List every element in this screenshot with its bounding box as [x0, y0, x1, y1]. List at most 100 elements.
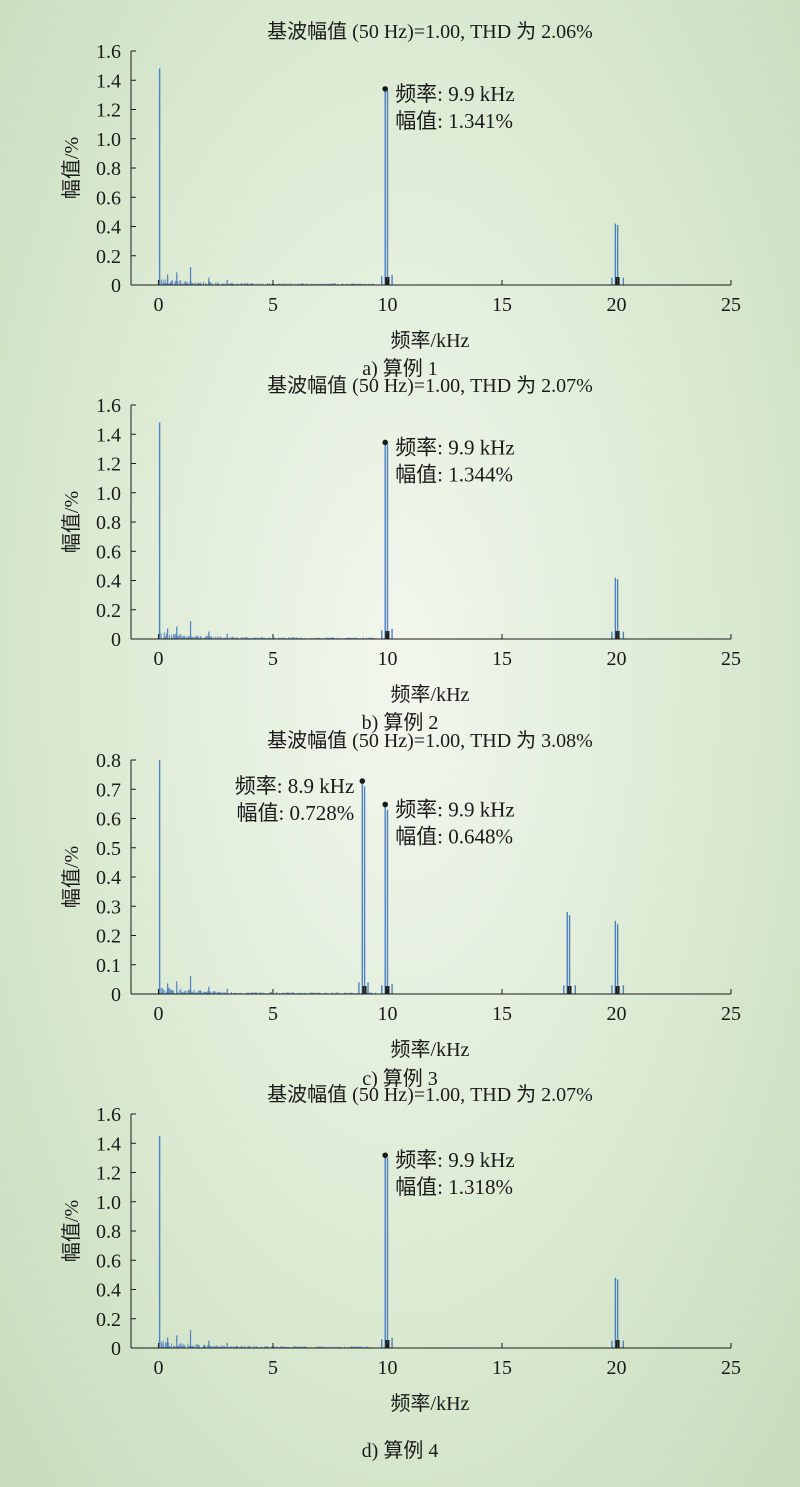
- y-tick-label-c: 0: [111, 984, 121, 1006]
- y-tick-label-d: 0.2: [96, 1309, 121, 1331]
- y-tick-label-b: 1.2: [96, 454, 121, 476]
- y-tick-label-b: 0.6: [96, 541, 121, 563]
- y-tick-label-c: 0.3: [96, 896, 121, 918]
- datatip-marker-d: [382, 1152, 388, 1159]
- x-tick-label-d: 20: [606, 1357, 626, 1379]
- datatip-label-c: 幅值: 0.648%: [395, 824, 513, 848]
- chart-title-a: 基波幅值 (50 Hz)=1.00, THD 为 2.06%: [267, 20, 593, 43]
- x-axis-label-a: 频率/kHz: [391, 329, 470, 352]
- y-tick-label-d: 1.0: [96, 1192, 121, 1214]
- y-tick-label-b: 0: [111, 629, 121, 651]
- x-tick-label-d: 0: [153, 1357, 163, 1379]
- x-tick-label-a: 0: [153, 294, 163, 316]
- chart-title-c: 基波幅值 (50 Hz)=1.00, THD 为 3.08%: [267, 729, 593, 752]
- spectrum-chart-c: 基波幅值 (50 Hz)=1.00, THD 为 3.08% 0 0.1 0.2 0.3…: [60, 729, 741, 1061]
- y-tick-label-d: 1.2: [96, 1163, 121, 1185]
- y-tick-label-c: 0.1: [96, 955, 121, 977]
- y-axis-label-c: 幅值/%: [60, 846, 83, 908]
- datatip-label-b: 幅值: 1.344%: [395, 462, 513, 486]
- spectrum-chart-a: 基波幅值 (50 Hz)=1.00, THD 为 2.06% 0 0.2 0.4 0.6…: [60, 20, 741, 352]
- datatip-label-b: 频率: 9.9 kHz: [395, 435, 515, 459]
- x-tick-label-b: 25: [721, 648, 741, 670]
- x-tick-label-c: 15: [492, 1003, 512, 1025]
- y-tick-label-a: 1.0: [96, 129, 121, 151]
- x-tick-label-c: 20: [606, 1003, 626, 1025]
- y-tick-label-b: 0.2: [96, 600, 121, 622]
- y-tick-label-c: 0.7: [96, 779, 121, 801]
- spectrum-chart-d: 基波幅值 (50 Hz)=1.00, THD 为 2.07% 0 0.2 0.4 0.6…: [60, 1083, 741, 1415]
- y-tick-label-c: 0.5: [96, 838, 121, 860]
- x-tick-label-d: 25: [721, 1357, 741, 1379]
- y-tick-label-a: 0.8: [96, 158, 121, 180]
- caption-b: b) 算例 2: [361, 712, 439, 734]
- y-axis-label-d: 幅值/%: [60, 1200, 83, 1262]
- x-axis-label-b: 频率/kHz: [391, 683, 470, 706]
- spectrum-panel-b: 基波幅值 (50 Hz)=1.00, THD 为 2.07% 0 0.2 0.4 0.6…: [0, 364, 800, 706]
- y-tick-label-c: 0.6: [96, 809, 121, 831]
- datatip-label-a: 频率: 9.9 kHz: [395, 82, 515, 106]
- y-tick-label-a: 1.2: [96, 100, 121, 122]
- y-tick-label-d: 1.4: [96, 1133, 121, 1155]
- y-tick-label-a: 1.6: [96, 41, 121, 63]
- y-tick-label-c: 0.8: [96, 750, 121, 772]
- x-tick-label-b: 20: [606, 648, 626, 670]
- datatip-label-d: 幅值: 1.318%: [395, 1175, 513, 1199]
- caption-d: d) 算例 4: [361, 1440, 439, 1462]
- y-tick-label-d: 0.8: [96, 1221, 121, 1243]
- y-tick-label-a: 1.4: [96, 70, 121, 92]
- x-tick-label-d: 10: [377, 1357, 397, 1379]
- y-tick-label-a: 0.2: [96, 246, 121, 268]
- datatip-marker-a: [382, 86, 388, 92]
- x-tick-label-c: 5: [268, 1003, 278, 1025]
- spectrum-panel-a: 基波幅值 (50 Hz)=1.00, THD 为 2.06% 0 0.2 0.4 0.6…: [0, 10, 800, 352]
- y-tick-label-b: 1.0: [96, 483, 121, 505]
- x-tick-label-a: 5: [268, 294, 278, 316]
- y-axis-label-b: 幅值/%: [60, 491, 83, 553]
- x-tick-label-a: 10: [377, 294, 397, 316]
- datatip-label-c: 幅值: 0.728%: [236, 801, 354, 825]
- datatip-label-c: 频率: 9.9 kHz: [395, 797, 515, 821]
- caption-a: a) 算例 1: [362, 358, 438, 380]
- x-tick-label-a: 15: [492, 294, 512, 316]
- y-tick-label-c: 0.2: [96, 926, 121, 948]
- x-tick-label-d: 15: [492, 1357, 512, 1379]
- x-tick-label-c: 25: [721, 1003, 741, 1025]
- x-tick-label-a: 20: [606, 294, 626, 316]
- y-tick-label-d: 0.6: [96, 1250, 121, 1272]
- caption-c: c) 算例 3: [362, 1068, 438, 1090]
- y-tick-label-a: 0.4: [96, 217, 121, 239]
- datatip-label-d: 频率: 9.9 kHz: [395, 1148, 515, 1172]
- y-tick-label-b: 1.4: [96, 424, 121, 446]
- datatip-label-a: 幅值: 1.341%: [395, 109, 513, 133]
- x-tick-label-c: 0: [153, 1003, 163, 1025]
- x-axis-label-c: 频率/kHz: [391, 1038, 470, 1061]
- datatip-label-c: 频率: 8.9 kHz: [235, 774, 355, 798]
- datatip-marker-c: [382, 801, 388, 808]
- x-tick-label-b: 15: [492, 648, 512, 670]
- chart-title-d: 基波幅值 (50 Hz)=1.00, THD 为 2.07%: [267, 1083, 593, 1106]
- y-tick-label-d: 0: [111, 1338, 121, 1360]
- y-tick-label-a: 0.6: [96, 187, 121, 209]
- y-tick-label-b: 0.8: [96, 512, 121, 534]
- x-tick-label-b: 5: [268, 648, 278, 670]
- y-tick-label-d: 0.4: [96, 1280, 121, 1302]
- chart-title-b: 基波幅值 (50 Hz)=1.00, THD 为 2.07%: [267, 374, 593, 397]
- x-tick-label-d: 5: [268, 1357, 278, 1379]
- x-tick-label-a: 25: [721, 294, 741, 316]
- datatip-marker-c: [359, 778, 366, 784]
- x-tick-label-b: 0: [153, 648, 163, 670]
- x-axis-label-d: 频率/kHz: [391, 1392, 470, 1415]
- y-tick-label-b: 0.4: [96, 571, 121, 593]
- y-tick-label-b: 1.6: [96, 395, 121, 417]
- y-tick-label-c: 0.4: [96, 867, 121, 889]
- datatip-marker-b: [382, 439, 388, 446]
- spectrum-panel-d: 基波幅值 (50 Hz)=1.00, THD 为 2.07% 0 0.2 0.4 0.6…: [0, 1073, 800, 1415]
- x-tick-label-c: 10: [377, 1003, 397, 1025]
- spectrum-chart-b: 基波幅值 (50 Hz)=1.00, THD 为 2.07% 0 0.2 0.4 0.6…: [60, 374, 741, 706]
- y-tick-label-d: 1.6: [96, 1104, 121, 1126]
- x-tick-label-b: 10: [377, 648, 397, 670]
- y-tick-label-a: 0: [111, 275, 121, 297]
- spectrum-panel-c: 基波幅值 (50 Hz)=1.00, THD 为 3.08% 0 0.1 0.2 0.3…: [0, 719, 800, 1061]
- y-axis-label-a: 幅值/%: [60, 137, 83, 199]
